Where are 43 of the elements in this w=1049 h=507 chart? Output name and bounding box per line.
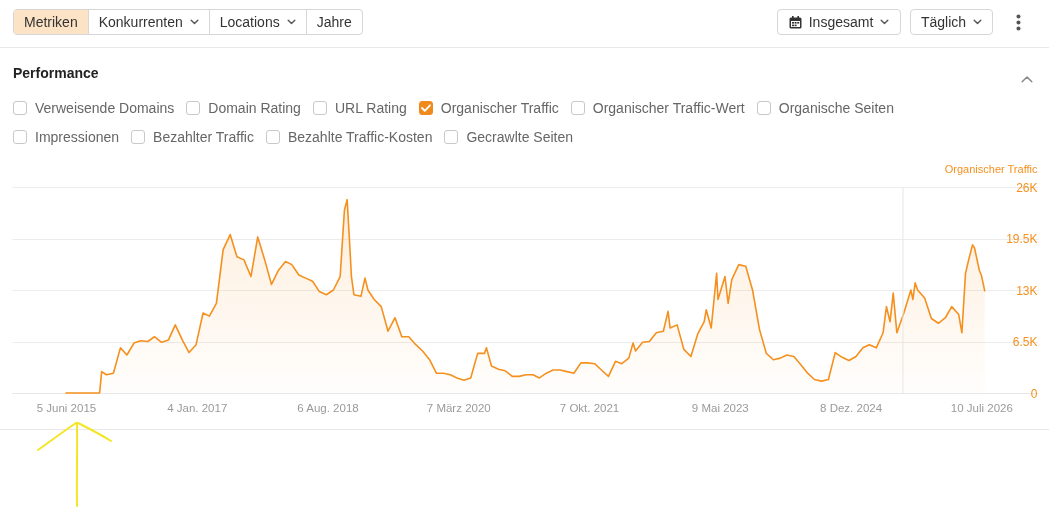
- x-tick-label: 9 Mai 2023: [691, 401, 749, 414]
- y-tick-label: 19.5K: [1006, 232, 1038, 246]
- y-axis-title: Organischer Traffic: [944, 162, 1038, 175]
- chart-title: Performance: [13, 65, 99, 81]
- tab-button[interactable]: Metriken: [14, 10, 88, 34]
- y-tick-label: 13K: [1016, 283, 1038, 298]
- checkbox[interactable]: [265, 130, 280, 144]
- x-tick-label: 6 Aug. 2018: [297, 401, 359, 414]
- text: URL Rating: [334, 100, 407, 116]
- checkbox[interactable]: [131, 130, 146, 144]
- tab-button[interactable]: Jahre: [305, 10, 362, 34]
- y-tick-label: 26K: [1016, 180, 1038, 195]
- dropdown-tab[interactable]: Locations: [208, 10, 306, 34]
- text: Gecrawlte Seiten: [466, 129, 574, 145]
- text: Verweisende Domains: [35, 100, 175, 116]
- text: Organische Seiten: [778, 100, 894, 116]
- x-tick-label: 8 Dez. 2024: [820, 401, 883, 414]
- x-tick-label: 5 Juni 2015: [36, 401, 97, 414]
- dropdown-tab[interactable]: Konkurrenten: [87, 10, 209, 34]
- text: Domain Rating: [208, 100, 301, 116]
- checkbox[interactable]: [444, 130, 459, 144]
- text: Bezahlte Traffic-Kosten: [287, 129, 433, 145]
- text: Organischer Traffic: [440, 100, 559, 116]
- x-tick-label: 7 Okt. 2021: [559, 401, 620, 414]
- checked-checkbox[interactable]: [418, 101, 433, 115]
- text: Bezahlter Traffic: [153, 129, 254, 145]
- text: Organischer Traffic-Wert: [592, 100, 745, 116]
- chevron-up-icon[interactable]: [1021, 75, 1033, 83]
- more-menu-icon[interactable]: [1016, 14, 1021, 31]
- x-tick-label: 10 Juli 2026: [950, 401, 1013, 414]
- checkbox[interactable]: [756, 101, 771, 115]
- y-tick-label: 0: [1030, 386, 1038, 401]
- checkbox[interactable]: [13, 101, 27, 115]
- y-tick-label: 6.5K: [1012, 335, 1038, 349]
- checkbox[interactable]: [13, 130, 27, 144]
- dropdown-button[interactable]: Insgesamt: [777, 9, 901, 35]
- checkbox[interactable]: [312, 101, 327, 115]
- text: Impressionen: [35, 129, 120, 145]
- checkbox[interactable]: [570, 101, 585, 115]
- x-tick-label: 4 Jan. 2017: [167, 401, 228, 414]
- checkbox[interactable]: [186, 101, 201, 115]
- dropdown-button[interactable]: Täglich: [910, 9, 993, 35]
- x-tick-label: 7 März 2020: [426, 401, 491, 414]
